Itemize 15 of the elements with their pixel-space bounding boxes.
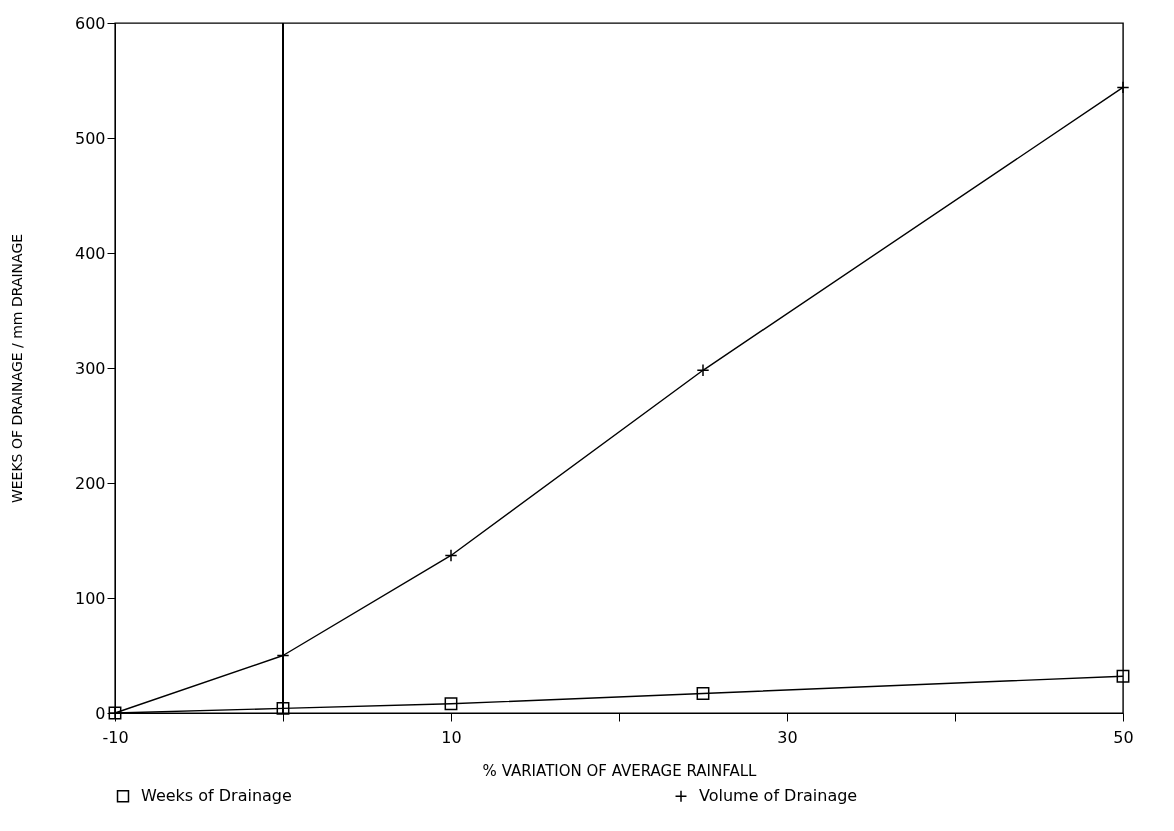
y-tick-label: 500 (74, 128, 106, 148)
x-tick-label: 10 (441, 727, 462, 747)
y-tick-label: 300 (74, 358, 106, 378)
x-tick-label: 50 (1113, 727, 1134, 747)
legend-label: Weeks of Drainage (141, 786, 292, 806)
x-tick-label: -10 (102, 727, 129, 747)
x-tick-label: 30 (777, 727, 798, 747)
legend-label: Volume of Drainage (699, 786, 858, 806)
y-tick-label: 600 (74, 13, 106, 33)
y-tick-label: 0 (95, 703, 106, 723)
y-tick-label: 200 (74, 473, 106, 493)
y-axis-title: WEEKS OF DRAINAGE / mm DRAINAGE (8, 233, 25, 504)
y-tick-label: 100 (74, 588, 106, 608)
y-tick-label: 400 (74, 243, 106, 263)
x-axis-title: % VARIATION OF AVERAGE RAINFALL (482, 761, 758, 780)
